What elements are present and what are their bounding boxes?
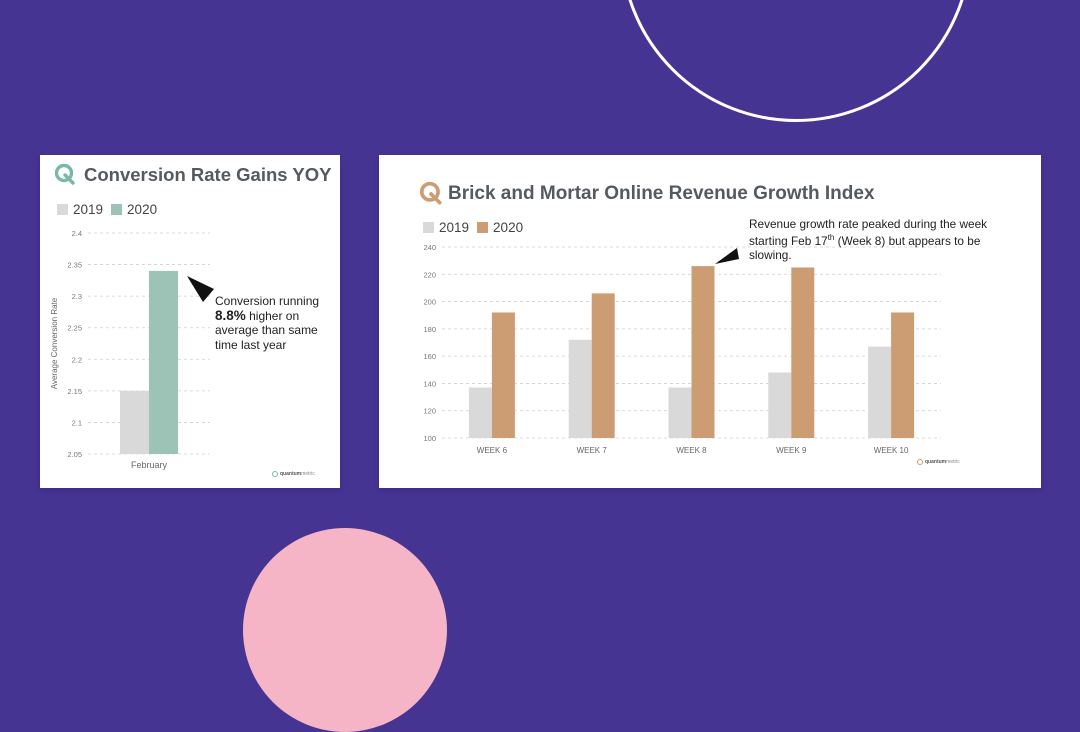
bar-2020-week-9 xyxy=(791,267,815,438)
y-tick-label: 200 xyxy=(423,298,436,307)
bar-2019-week-7 xyxy=(568,339,592,438)
y-tick-label: 2.1 xyxy=(72,418,82,427)
legend-label: 2019 xyxy=(73,202,104,217)
revenue-annotation: Revenue growth rate peaked during the we… xyxy=(749,217,1019,262)
bar-2020-week-8 xyxy=(691,266,715,438)
brand-name: quantum xyxy=(280,471,302,477)
legend-label: 2020 xyxy=(127,202,158,217)
revenue-growth-chart: 100 120 140 160 180 200 220 240 WEEK 6 WEEK 7 WEEK… xyxy=(423,243,941,455)
y-tick-label: 2.3 xyxy=(72,292,82,301)
annotation-pointer xyxy=(715,248,739,264)
y-tick-label: 2.4 xyxy=(72,229,82,238)
legend-label: 2019 xyxy=(439,220,470,235)
bar-2019-february xyxy=(120,390,149,454)
q-logo-icon xyxy=(419,181,442,205)
y-tick-label: 120 xyxy=(423,407,436,416)
y-tick-label: 180 xyxy=(423,325,436,334)
x-tick-label: WEEK 9 xyxy=(776,446,807,455)
bar-2020-february xyxy=(149,270,178,454)
bar-2019-week-8 xyxy=(668,387,692,438)
y-tick-label: 240 xyxy=(423,243,436,252)
annotation-line2: higher on average than same time last ye… xyxy=(215,308,318,352)
brand-sub: metric xyxy=(946,459,960,465)
legend-swatch xyxy=(423,222,434,233)
legend-item-2020: 2020 xyxy=(477,220,523,235)
y-tick-label: 160 xyxy=(423,352,436,361)
brand-logo-icon xyxy=(917,459,923,465)
legend-swatch xyxy=(477,222,489,233)
annotation-sup: th xyxy=(827,233,835,242)
legend-item-2020: 2020 xyxy=(111,202,157,217)
y-tick-label: 220 xyxy=(423,270,436,279)
bar-2019-week-10 xyxy=(868,346,892,438)
chart-title: Brick and Mortar Online Revenue Growth I… xyxy=(448,183,875,204)
q-logo-icon xyxy=(54,163,75,185)
bar-2019-week-9 xyxy=(768,372,792,438)
x-tick-label: February xyxy=(131,460,168,470)
brand-logo: quantum metric xyxy=(272,471,315,477)
bar-2020-week-10 xyxy=(891,312,915,438)
annotation-part2: (Week 8) but appears to be slowing. xyxy=(749,233,981,262)
brand-sub: metric xyxy=(301,471,315,477)
brand-name: quantum xyxy=(925,459,947,465)
legend-label: 2020 xyxy=(493,220,524,235)
brand-logo: quantum metric xyxy=(917,459,960,465)
chart-legend: 2019 2020 xyxy=(423,220,531,235)
legend-swatch xyxy=(111,204,123,215)
legend-item-2019: 2019 xyxy=(57,202,103,217)
x-tick-label: WEEK 6 xyxy=(477,446,508,455)
y-tick-label: 2.35 xyxy=(67,261,82,270)
brand-logo-icon xyxy=(272,471,278,477)
annotation-part1: Revenue growth rate peaked during the we… xyxy=(749,217,988,248)
decorative-circle xyxy=(243,528,447,732)
bar-2020-week-7 xyxy=(591,293,615,438)
x-tick-label: WEEK 7 xyxy=(577,446,608,455)
annotation-line1: Conversion running xyxy=(215,294,320,308)
x-tick-label: WEEK 8 xyxy=(676,446,707,455)
legend-swatch xyxy=(57,204,68,215)
legend-item-2019: 2019 xyxy=(423,220,469,235)
decorative-ring xyxy=(620,0,972,122)
y-tick-label: 140 xyxy=(423,379,436,388)
conversion-rate-card: Conversion Rate Gains YOY 2019 2020 2.05… xyxy=(40,155,340,488)
y-tick-label: 2.2 xyxy=(72,355,82,364)
y-tick-label: 2.15 xyxy=(67,387,82,396)
chart-title: Conversion Rate Gains YOY xyxy=(84,164,332,185)
y-tick-label: 2.25 xyxy=(67,324,82,333)
revenue-growth-card: Brick and Mortar Online Revenue Growth I… xyxy=(379,155,1041,488)
bar-2019-week-6 xyxy=(468,387,492,438)
conversion-annotation: Conversion running 8.8% higher on averag… xyxy=(215,294,337,352)
chart-legend: 2019 2020 xyxy=(57,202,165,217)
bar-2020-week-6 xyxy=(491,312,515,438)
y-tick-label: 2.05 xyxy=(67,450,82,459)
annotation-pointer xyxy=(187,276,214,302)
x-tick-label: WEEK 10 xyxy=(874,446,909,455)
conversion-rate-chart: 2.05 2.1 2.15 2.2 2.25 2.3 2.35 2.4 February Aver… xyxy=(50,229,214,470)
annotation-highlight: 8.8% xyxy=(215,307,246,323)
y-axis-label: Average Conversion Rate xyxy=(50,297,59,389)
y-tick-label: 100 xyxy=(423,434,436,443)
